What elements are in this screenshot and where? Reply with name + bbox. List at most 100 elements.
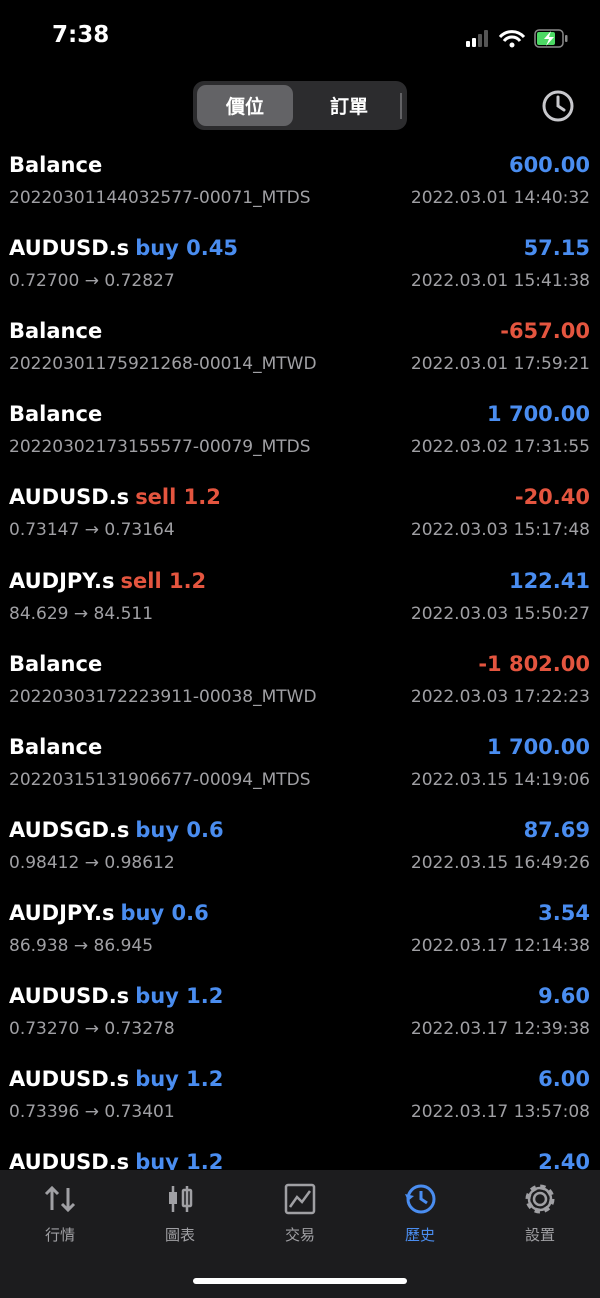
- amount: -657.00: [500, 319, 590, 344]
- tab-label: 設置: [524, 1226, 555, 1244]
- symbol: AUDUSD.s: [9, 984, 130, 1008]
- history-row[interactable]: AUDJPY.s buy 0.6 3.54 86.938 → 86.945 2022.0…: [0, 899, 600, 982]
- history-row[interactable]: Balance -1 802.00 20220303172223911-00038_…: [0, 650, 600, 733]
- detail: 0.73147 → 0.73164: [9, 520, 175, 541]
- tab-label: 交易: [284, 1226, 315, 1244]
- history-row[interactable]: AUDUSD.s buy 0.45 57.15 0.72700 → 0.72827 20…: [0, 234, 600, 317]
- symbol: Balance: [9, 402, 103, 427]
- tab-bar: [0, 1170, 600, 1298]
- history-row[interactable]: AUDUSD.s sell 1.2 -20.40 0.73147 → 0.73164 2…: [0, 483, 600, 566]
- symbol: AUDSGD.s: [9, 817, 130, 842]
- history-row[interactable]: AUDUSD.s buy 1.2 9.60 0.73270 → 0.73278 2022…: [0, 982, 600, 1065]
- symbol: AUDUSD.s: [9, 236, 130, 261]
- amount: 57.15: [523, 236, 590, 261]
- detail: 20220301144032577-00071_MTDS: [9, 188, 311, 208]
- home-indicator: [193, 1278, 407, 1284]
- tab-icon: [405, 1184, 436, 1214]
- symbol: Balance: [9, 734, 103, 759]
- symbol: AUDUSD.s: [9, 1067, 130, 1092]
- tab[interactable]: 行情: [0, 1174, 120, 1254]
- side: buy 0.6: [120, 900, 209, 925]
- row-title: AUDUSD.s sell 1.2: [9, 485, 227, 509]
- row-title: AUDSGD.s buy 0.6: [9, 818, 230, 842]
- history-row[interactable]: Balance 600.00 20220301144032577-00071_MTD…: [0, 151, 600, 234]
- side: sell 1.2: [135, 485, 221, 510]
- amount: 6.00: [538, 1067, 590, 1092]
- side: buy 1.2: [135, 1067, 224, 1092]
- history-row[interactable]: Balance -657.00 20220301175921268-00014_MT…: [0, 317, 600, 400]
- row-title: Balance: [9, 319, 108, 343]
- row-title: Balance: [9, 652, 108, 676]
- amount: 87.69: [523, 817, 590, 842]
- date: 2022.03.17 13:57:08: [410, 1102, 590, 1123]
- tab-icon: [525, 1184, 555, 1214]
- history-clock-button[interactable]: [540, 88, 576, 124]
- date: 2022.03.15 16:49:26: [410, 852, 590, 873]
- amount: 9.60: [538, 984, 590, 1008]
- segment-label[interactable]: 訂單: [329, 96, 368, 118]
- history-row[interactable]: AUDUSD.s buy 1.2 6.00 0.73396 → 0.73401 2022…: [0, 1065, 600, 1148]
- tab-label: 行情: [44, 1226, 75, 1244]
- tab-label: 圖表: [164, 1226, 195, 1244]
- detail: 20220302173155577-00079_MTDS: [9, 437, 311, 458]
- amount: -1 802.00: [478, 651, 590, 676]
- date: 2022.03.01 15:41:38: [410, 271, 590, 292]
- date: 2022.03.02 17:31:55: [410, 437, 590, 458]
- tab[interactable]: 設置: [480, 1174, 600, 1254]
- history-row[interactable]: Balance 1 700.00 20220315131906677-00094_M…: [0, 733, 600, 816]
- history-row[interactable]: Balance 1 700.00 20220302173155577-00079_M…: [0, 400, 600, 483]
- date: 2022.03.15 14:19:06: [410, 769, 590, 790]
- detail: 20220315131906677-00094_MTDS: [9, 769, 311, 790]
- amount: 3.54: [538, 900, 590, 925]
- row-title: AUDJPY.s buy 0.6: [9, 901, 215, 925]
- tab[interactable]: 交易: [240, 1174, 360, 1254]
- date: 2022.03.03 17:22:23: [410, 686, 590, 707]
- date: 2022.03.01 14:40:32: [410, 188, 590, 208]
- detail: 20220301175921268-00014_MTWD: [9, 354, 317, 375]
- amount: 600.00: [508, 153, 590, 177]
- symbol: AUDJPY.s: [9, 568, 115, 593]
- tab-label: 歷史: [404, 1226, 435, 1244]
- status-icons: [466, 29, 568, 48]
- tab-icon: [44, 1185, 76, 1213]
- side: buy 1.2: [135, 984, 224, 1008]
- amount: 122.41: [508, 568, 590, 593]
- segment-label[interactable]: 價位: [225, 96, 264, 118]
- segment-divider: [400, 93, 402, 119]
- history-row[interactable]: AUDJPY.s sell 1.2 122.41 84.629 → 84.511 202…: [0, 567, 600, 650]
- row-title: Balance: [9, 735, 108, 759]
- amount: -20.40: [514, 485, 590, 510]
- side: buy 0.45: [135, 236, 238, 261]
- detail: 86.938 → 86.945: [9, 935, 154, 956]
- history-row[interactable]: AUDSGD.s buy 0.6 87.69 0.98412 → 0.98612 202…: [0, 816, 600, 899]
- row-title: AUDUSD.s buy 1.2: [9, 984, 229, 1008]
- amount: 1 700.00: [487, 402, 590, 427]
- row-title: AUDJPY.s sell 1.2: [9, 569, 212, 593]
- row-title: AUDUSD.s buy 0.45: [9, 236, 244, 260]
- row-title: AUDUSD.s buy 1.2: [9, 1067, 229, 1091]
- detail: 0.72700 → 0.72827: [9, 271, 175, 292]
- tab-icon: [169, 1186, 193, 1212]
- detail: 0.73270 → 0.73278: [9, 1019, 175, 1039]
- symbol: AUDJPY.s: [9, 900, 115, 925]
- symbol: Balance: [9, 651, 103, 676]
- symbol: AUDUSD.s: [9, 485, 130, 510]
- row-title: Balance: [9, 402, 108, 426]
- date: 2022.03.17 12:39:38: [410, 1019, 590, 1039]
- detail: 0.73396 → 0.73401: [9, 1102, 175, 1123]
- tab[interactable]: 歷史: [360, 1174, 480, 1254]
- date: 2022.03.03 15:17:48: [410, 520, 590, 541]
- row-title: Balance: [9, 153, 108, 177]
- amount: 1 700.00: [487, 734, 590, 759]
- symbol: Balance: [9, 319, 103, 344]
- side: sell 1.2: [120, 568, 207, 593]
- status-time: 7:38: [52, 22, 110, 48]
- detail: 0.98412 → 0.98612: [9, 852, 175, 873]
- tab[interactable]: 圖表: [120, 1174, 240, 1254]
- detail: 84.629 → 84.511: [9, 603, 154, 624]
- date: 2022.03.03 15:50:27: [410, 603, 590, 624]
- tab-icon: [284, 1183, 316, 1215]
- detail: 20220303172223911-00038_MTWD: [9, 686, 317, 707]
- side: buy 0.6: [135, 817, 224, 842]
